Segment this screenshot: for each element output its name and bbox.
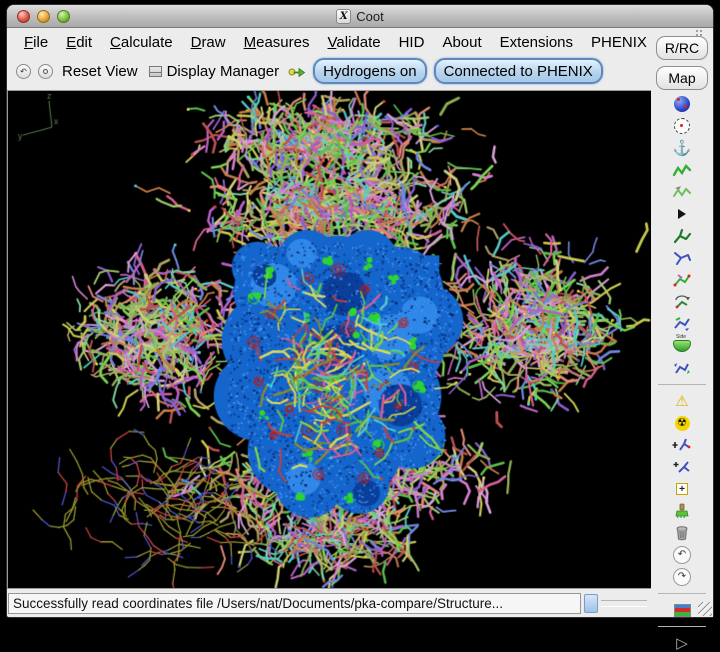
window-resize-grip[interactable] xyxy=(698,602,712,616)
map-button[interactable]: Map xyxy=(656,66,708,90)
target-circle-icon[interactable] xyxy=(670,117,694,135)
add-atom-plus-icon[interactable] xyxy=(670,436,694,454)
hydrogens-label: Hydrogens on xyxy=(323,62,417,80)
green-chain-icon[interactable] xyxy=(670,161,694,179)
menu-draw[interactable]: Draw xyxy=(190,33,226,51)
status-message: Successfully read coordinates file /User… xyxy=(13,595,503,611)
back-circle-icon[interactable]: ↶ xyxy=(16,63,31,79)
display-manager-icon xyxy=(148,65,162,77)
menu-measures[interactable]: Measures xyxy=(243,33,310,51)
canvas-frame xyxy=(7,90,651,589)
menu-validate[interactable]: Validate xyxy=(327,33,381,51)
status-message-field: Successfully read coordinates file /User… xyxy=(8,592,581,614)
sidebar-separator xyxy=(658,384,706,385)
header-main: File Edit Calculate Draw Measures Valida… xyxy=(7,28,651,90)
zoom-button[interactable] xyxy=(57,9,70,23)
sidebar-separator xyxy=(658,593,706,594)
close-button[interactable] xyxy=(17,9,30,23)
phenix-connection-label: Connected to PHENIX xyxy=(443,62,593,80)
blue-globe-icon[interactable] xyxy=(670,95,694,113)
title-bar[interactable]: X Coot xyxy=(7,5,713,28)
tool-bar: ↶ Reset View Display Manager Hydrogens xyxy=(7,56,651,86)
display-manager-label: Display Manager xyxy=(166,62,280,80)
phenix-connection-button[interactable]: Connected to PHENIX xyxy=(433,58,603,84)
menu-about[interactable]: About xyxy=(442,33,482,51)
jiggle-molecule-icon[interactable] xyxy=(670,359,694,377)
sidebar-separator xyxy=(658,626,706,627)
header-row: File Edit Calculate Draw Measures Valida… xyxy=(7,28,713,90)
rotamer-molecule-icon[interactable] xyxy=(670,271,694,289)
display-manager-button[interactable]: Display Manager xyxy=(147,62,282,81)
chain-arrow-icon[interactable] xyxy=(670,183,694,201)
reset-view-label: Reset View xyxy=(62,62,138,80)
traffic-lights xyxy=(17,9,70,23)
play-triangle-icon[interactable] xyxy=(670,205,694,223)
x11-icon: X xyxy=(336,8,352,24)
trash-icon[interactable] xyxy=(670,524,694,542)
menu-file[interactable]: File xyxy=(24,33,49,51)
toolbar-grip-dots[interactable] xyxy=(695,29,703,38)
menu-hid[interactable]: HID xyxy=(398,33,425,51)
radiation-icon[interactable]: ☢ xyxy=(670,414,694,432)
green-go-arrow-icon xyxy=(288,64,306,78)
status-bar: Successfully read coordinates file /User… xyxy=(7,589,651,617)
menu-phenix[interactable]: PHENIX xyxy=(591,33,647,51)
reset-view-button[interactable]: Reset View xyxy=(60,62,140,81)
rrc-button[interactable]: R/RC xyxy=(656,36,708,60)
menu-edit[interactable]: Edit xyxy=(66,33,93,51)
status-scrollbar-thumb[interactable] xyxy=(584,593,598,613)
menu-extensions[interactable]: Extensions xyxy=(499,33,574,51)
redo-circle-icon[interactable]: ↷ xyxy=(670,568,694,586)
side-chain-dome-icon[interactable]: Side xyxy=(670,334,694,355)
dark-molecule-icon[interactable] xyxy=(670,227,694,245)
modelling-sidebar: ⚓ Side xyxy=(651,90,713,651)
molecule-canvas[interactable] xyxy=(8,91,651,588)
brush-icon[interactable] xyxy=(670,502,694,520)
hydrogens-toggle-button[interactable]: Hydrogens on xyxy=(313,58,427,84)
window-title-text: Coot xyxy=(356,8,384,24)
status-scrollbar-track[interactable] xyxy=(601,599,647,607)
canvas-column: Successfully read coordinates file /User… xyxy=(7,90,651,617)
undo-circle-icon[interactable]: ↶ xyxy=(670,546,694,564)
plus-box-icon[interactable]: + xyxy=(670,480,694,498)
add-conf-plus-icon[interactable] xyxy=(670,458,694,476)
anchor-refine-icon[interactable]: ⚓ xyxy=(672,139,692,157)
corner-button-column: R/RC Map xyxy=(651,28,713,90)
expander-triangle-icon[interactable]: ▷ xyxy=(676,634,688,652)
menu-bar: File Edit Calculate Draw Measures Valida… xyxy=(7,28,651,56)
record-circle-icon[interactable] xyxy=(38,63,53,79)
rotate-molecule-icon[interactable] xyxy=(670,293,694,311)
flag-icon[interactable] xyxy=(670,601,694,619)
main-body: Successfully read coordinates file /User… xyxy=(7,90,713,651)
blue-molecule-icon[interactable] xyxy=(670,249,694,267)
menu-calculate[interactable]: Calculate xyxy=(110,33,173,51)
coot-window: X Coot File Edit Calculate Draw Measures… xyxy=(6,4,714,651)
window-title: X Coot xyxy=(7,5,713,27)
minimize-button[interactable] xyxy=(37,9,50,23)
flip-molecule-icon[interactable] xyxy=(670,315,694,333)
hazard-triangle-icon[interactable]: ⚠ xyxy=(675,392,689,410)
